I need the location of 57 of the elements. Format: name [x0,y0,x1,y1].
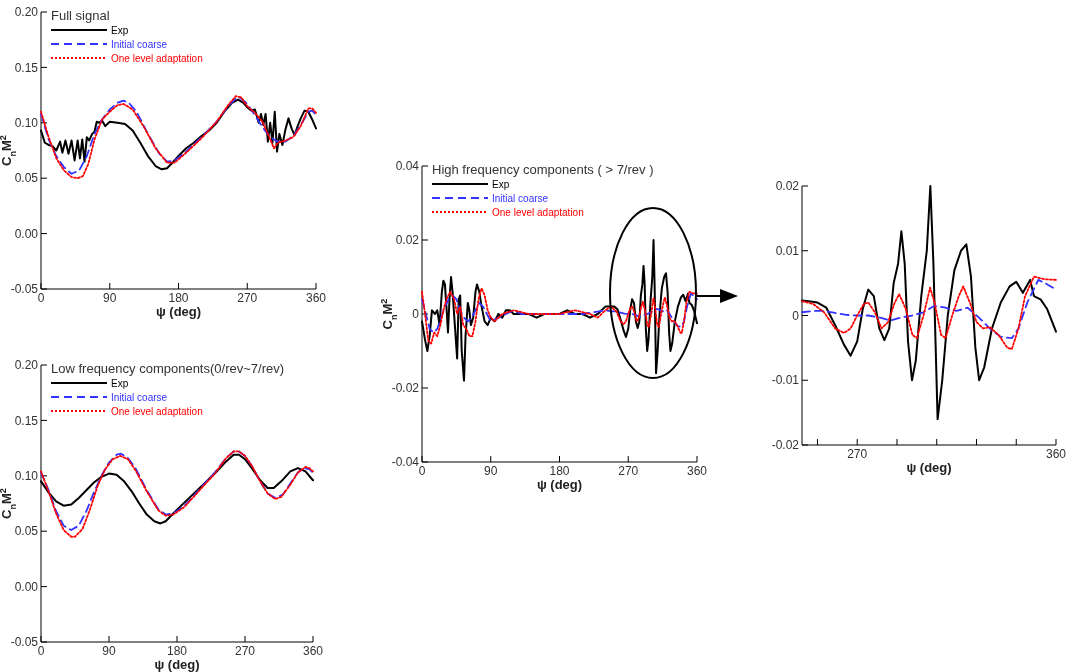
x-tick-label: 180 [549,464,570,478]
x-tick-label: 90 [102,644,116,658]
x-axis-title: ψ (deg) [536,477,583,492]
x-tick-label: 360 [302,644,324,658]
text: One level adaptation [492,206,584,218]
y-tick-label: 0.10 [14,469,39,483]
y-tick-label: 0.15 [14,413,39,428]
y-tick-label: 0.05 [14,524,39,539]
x-tick-label: 270 [234,644,256,658]
text: One level adaptation [111,52,203,64]
line-series [421,287,698,345]
text: Exp [492,178,510,190]
y-tick-label: 0.02 [775,179,800,194]
line-series [801,185,1057,421]
x-tick-label: 180 [166,644,188,658]
chart-title: Low frequency components(0/rev~7/rev) [51,361,285,376]
x-tick-label: 360 [686,464,708,478]
x-tick-label: 270 [237,291,258,305]
y-tick-label: 0 [792,308,800,323]
x-tick-label: 90 [484,464,498,478]
y-tick-label: -0.05 [10,635,39,650]
text: Initial coarse [111,38,168,50]
x-axis-title: ψ (deg) [154,657,200,672]
x-tick-label: 90 [103,291,117,305]
text: One level adaptation [111,405,203,417]
x-axis-title: ψ (deg) [155,304,202,319]
x-tick-label: 360 [1045,447,1067,461]
x-tick-label: 270 [618,464,639,478]
y-tick-label: 0.15 [14,60,39,75]
y-tick-label: -0.05 [10,282,39,297]
line-series [421,292,698,334]
line-series [801,275,1057,351]
y-tick-label: -0.02 [771,438,800,453]
y-tick-label: -0.04 [391,455,420,470]
y-tick-label: 0.10 [14,116,39,130]
y-tick-label: 0.20 [14,358,39,373]
chart-title: Full signal [51,8,110,23]
y-tick-label: 0.00 [14,226,39,241]
y-tick-label: 0.20 [14,5,39,20]
y-tick-label: -0.02 [391,381,420,396]
y-tick-label: 0.05 [14,171,39,186]
y-tick-label: 0.01 [775,243,800,258]
chart-title: High frequency components ( > 7/rev ) [432,162,654,177]
x-tick-label: 180 [168,291,189,305]
line-series [801,278,1057,340]
y-tick-label: -0.01 [771,373,800,388]
y-tick-label: 0 [412,307,420,322]
x-axis-title: ψ (deg) [906,460,952,475]
y-tick-label: 0.04 [395,159,420,174]
y-tick-label: 0.00 [14,579,39,594]
text: Exp [111,377,129,389]
x-tick-label: 270 [847,447,868,461]
text: Initial coarse [111,391,168,403]
x-tick-label: 360 [305,291,327,305]
y-tick-label: 0.02 [395,233,420,248]
text: Exp [111,24,129,36]
text: Initial coarse [492,192,549,204]
